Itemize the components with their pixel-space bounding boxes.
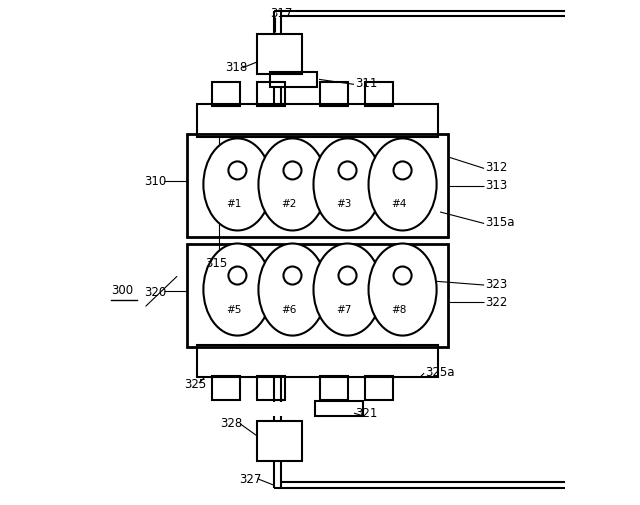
Ellipse shape bbox=[339, 267, 356, 285]
Text: #6: #6 bbox=[281, 304, 296, 314]
Text: 313: 313 bbox=[485, 179, 508, 191]
Text: 317: 317 bbox=[270, 7, 292, 20]
Ellipse shape bbox=[394, 267, 412, 285]
Ellipse shape bbox=[259, 244, 326, 336]
Text: #8: #8 bbox=[391, 304, 406, 314]
Bar bbox=[257, 83, 285, 107]
Ellipse shape bbox=[204, 139, 271, 231]
Text: 315a: 315a bbox=[485, 216, 515, 229]
Ellipse shape bbox=[314, 244, 381, 336]
Text: 300: 300 bbox=[111, 283, 133, 296]
Bar bbox=[212, 83, 240, 107]
Ellipse shape bbox=[284, 267, 301, 285]
Text: 310: 310 bbox=[144, 175, 166, 188]
Text: 327: 327 bbox=[239, 472, 261, 485]
Ellipse shape bbox=[228, 267, 246, 285]
Bar bbox=[257, 421, 303, 461]
Bar bbox=[257, 376, 285, 400]
Ellipse shape bbox=[284, 162, 301, 180]
Bar bbox=[197, 345, 438, 377]
Text: 312: 312 bbox=[485, 161, 508, 174]
Text: #2: #2 bbox=[281, 199, 296, 209]
Text: 321: 321 bbox=[355, 406, 378, 419]
Ellipse shape bbox=[339, 162, 356, 180]
Bar bbox=[320, 83, 348, 107]
Bar bbox=[315, 401, 362, 416]
Bar bbox=[320, 376, 348, 400]
Text: 322: 322 bbox=[485, 295, 508, 308]
Ellipse shape bbox=[369, 244, 436, 336]
Ellipse shape bbox=[394, 162, 412, 180]
Ellipse shape bbox=[204, 244, 271, 336]
Bar bbox=[270, 73, 317, 88]
Ellipse shape bbox=[259, 139, 326, 231]
Bar bbox=[257, 35, 303, 75]
Bar bbox=[365, 83, 392, 107]
Text: 311: 311 bbox=[355, 77, 378, 90]
Text: 323: 323 bbox=[485, 277, 508, 290]
Bar bbox=[197, 105, 438, 138]
Ellipse shape bbox=[314, 139, 381, 231]
Text: #7: #7 bbox=[336, 304, 351, 314]
Bar bbox=[188, 135, 447, 237]
Text: 328: 328 bbox=[220, 416, 242, 429]
Bar bbox=[212, 376, 240, 400]
Ellipse shape bbox=[369, 139, 436, 231]
Text: 315: 315 bbox=[205, 256, 227, 269]
Ellipse shape bbox=[228, 162, 246, 180]
Bar bbox=[365, 376, 392, 400]
Text: #1: #1 bbox=[226, 199, 241, 209]
Text: #3: #3 bbox=[336, 199, 351, 209]
Text: 325: 325 bbox=[184, 377, 206, 390]
Text: #4: #4 bbox=[391, 199, 406, 209]
Text: 320: 320 bbox=[144, 285, 166, 298]
Text: 318: 318 bbox=[225, 61, 247, 74]
Bar bbox=[188, 245, 447, 347]
Text: #5: #5 bbox=[226, 304, 241, 314]
Text: 325a: 325a bbox=[425, 365, 454, 378]
